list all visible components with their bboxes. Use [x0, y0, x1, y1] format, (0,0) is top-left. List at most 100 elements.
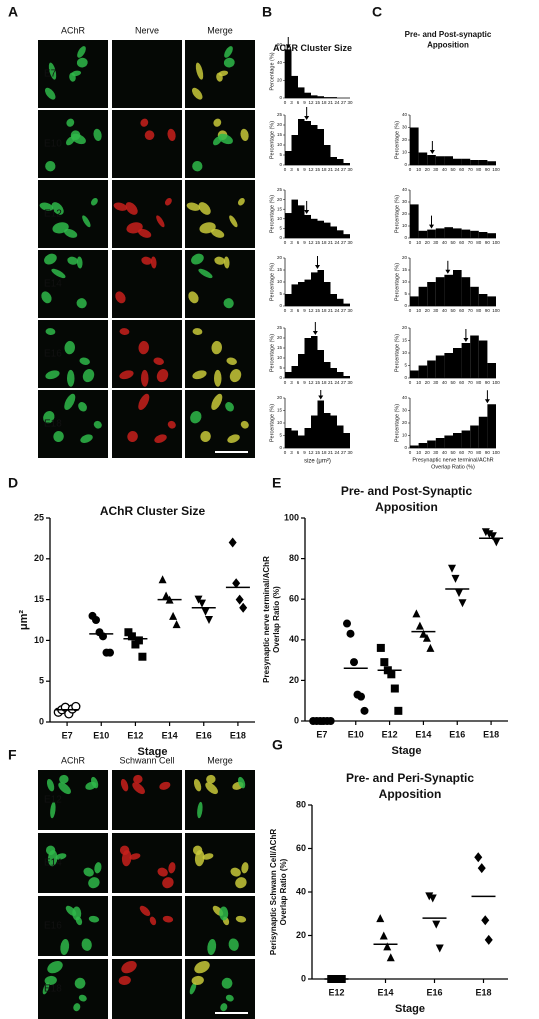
- x-tick-label: 20: [425, 380, 431, 385]
- x-axis-label: Overlap Ratio (%): [431, 464, 475, 470]
- histogram-bar: [410, 296, 419, 306]
- cell-signal: [214, 369, 222, 387]
- cell-signal: [191, 253, 204, 265]
- data-point: [419, 629, 428, 638]
- panel-label: C: [372, 4, 382, 20]
- data-point: [360, 706, 369, 715]
- y-tick-label: 40: [277, 60, 283, 65]
- x-tick-label: 70: [468, 380, 474, 385]
- histogram-bar: [330, 157, 337, 165]
- y-axis-label: Percentage (%): [269, 404, 275, 442]
- y-tick-label: 40: [402, 395, 408, 400]
- data-point: [346, 629, 355, 638]
- histogram-bar: [311, 415, 318, 448]
- cell-signal: [150, 256, 157, 269]
- x-tick-label: 10: [416, 240, 422, 245]
- x-tick-label: 24: [334, 450, 340, 455]
- histogram-bar: [435, 438, 445, 448]
- data-point: [172, 620, 181, 629]
- x-tick-label: 30: [347, 450, 353, 455]
- cell-signal: [154, 434, 167, 443]
- y-tick-label: 10: [402, 433, 408, 438]
- y-tick-label: 40: [289, 634, 299, 644]
- histogram-bar: [311, 95, 318, 98]
- histogram-bar: [487, 363, 496, 378]
- histogram-bar: [311, 125, 318, 165]
- histogram-bar: [410, 204, 419, 238]
- x-tick-label: 70: [468, 240, 474, 245]
- histogram-bar: [304, 338, 311, 378]
- x-tick-label: 9: [303, 167, 306, 172]
- histogram-bar: [285, 372, 292, 378]
- y-tick-label: 0: [404, 445, 407, 450]
- cell-signal: [78, 402, 87, 412]
- histogram-bar: [324, 97, 331, 98]
- cell-signal: [191, 975, 204, 985]
- y-tick-label: 20: [402, 137, 408, 142]
- histogram-bar: [298, 354, 305, 378]
- x-tick-label: 3: [290, 167, 293, 172]
- y-axis-label: Percentage (%): [394, 404, 400, 442]
- x-tick-label: 18: [321, 100, 327, 105]
- y-tick-label: 10: [402, 279, 408, 284]
- data-point: [448, 564, 456, 573]
- x-tick-label: 30: [433, 308, 439, 313]
- x-tick-label: 0: [409, 167, 412, 172]
- cell-signal: [237, 198, 245, 206]
- cell-signal: [141, 369, 149, 387]
- cell-signal: [93, 128, 102, 142]
- histogram-bar: [304, 121, 311, 165]
- histogram-bar: [487, 404, 496, 448]
- cell-signal: [157, 867, 168, 877]
- y-tick-label: 0: [39, 716, 44, 726]
- cell-signal: [240, 420, 249, 429]
- y-tick-label: 5: [39, 676, 44, 686]
- histogram-bar: [453, 270, 462, 306]
- data-point: [386, 953, 395, 962]
- row-label: E16: [44, 349, 62, 360]
- y-tick-label: 80: [296, 799, 306, 809]
- histogram-bar: [427, 229, 436, 238]
- row-label: E14: [44, 279, 62, 290]
- x-tick-label: 70: [468, 167, 474, 172]
- cell-signal: [83, 867, 94, 877]
- histogram-bar: [470, 335, 479, 378]
- histogram-bar: [343, 163, 350, 165]
- y-axis-label: Perisynaptic Schwann Cell/AChR: [269, 829, 278, 955]
- cell-signal: [220, 1003, 228, 1012]
- x-tick-label: 40: [442, 240, 448, 245]
- y-axis-label: Percentage (%): [269, 334, 275, 372]
- data-point: [235, 594, 244, 605]
- y-tick-label: 0: [301, 973, 306, 983]
- histogram-bar: [444, 435, 453, 448]
- data-point: [379, 931, 388, 940]
- histogram-bar: [343, 303, 350, 306]
- x-tick-label: 90: [485, 308, 491, 313]
- x-tick-label: E18: [230, 730, 246, 740]
- x-tick-label: E18: [483, 729, 499, 739]
- histogram-bar: [317, 400, 324, 448]
- cell-signal: [58, 782, 71, 795]
- y-axis-label: Percentage (%): [269, 195, 275, 233]
- histogram-bar: [487, 233, 496, 238]
- x-tick-label: E14: [377, 987, 393, 997]
- cell-signal: [228, 938, 239, 951]
- micrograph: [112, 896, 182, 956]
- x-tick-label: 60: [459, 240, 465, 245]
- y-tick-label: 20: [277, 197, 283, 202]
- y-tick-label: 60: [289, 594, 299, 604]
- cell-signal: [76, 256, 83, 269]
- data-point: [432, 920, 441, 929]
- x-tick-label: 50: [450, 380, 456, 385]
- cell-signal: [121, 850, 132, 867]
- row-label: E14: [44, 858, 62, 869]
- x-tick-label: E7: [316, 729, 327, 739]
- cell-signal: [113, 202, 128, 211]
- x-tick-label: E12: [328, 987, 344, 997]
- cell-signal: [162, 877, 174, 889]
- x-tick-label: E16: [449, 729, 465, 739]
- chart-title: Pre- and Post-Synaptic: [341, 484, 473, 498]
- mean-arrowhead: [429, 224, 434, 229]
- histogram-bar: [427, 440, 436, 448]
- histogram-bar: [337, 425, 344, 448]
